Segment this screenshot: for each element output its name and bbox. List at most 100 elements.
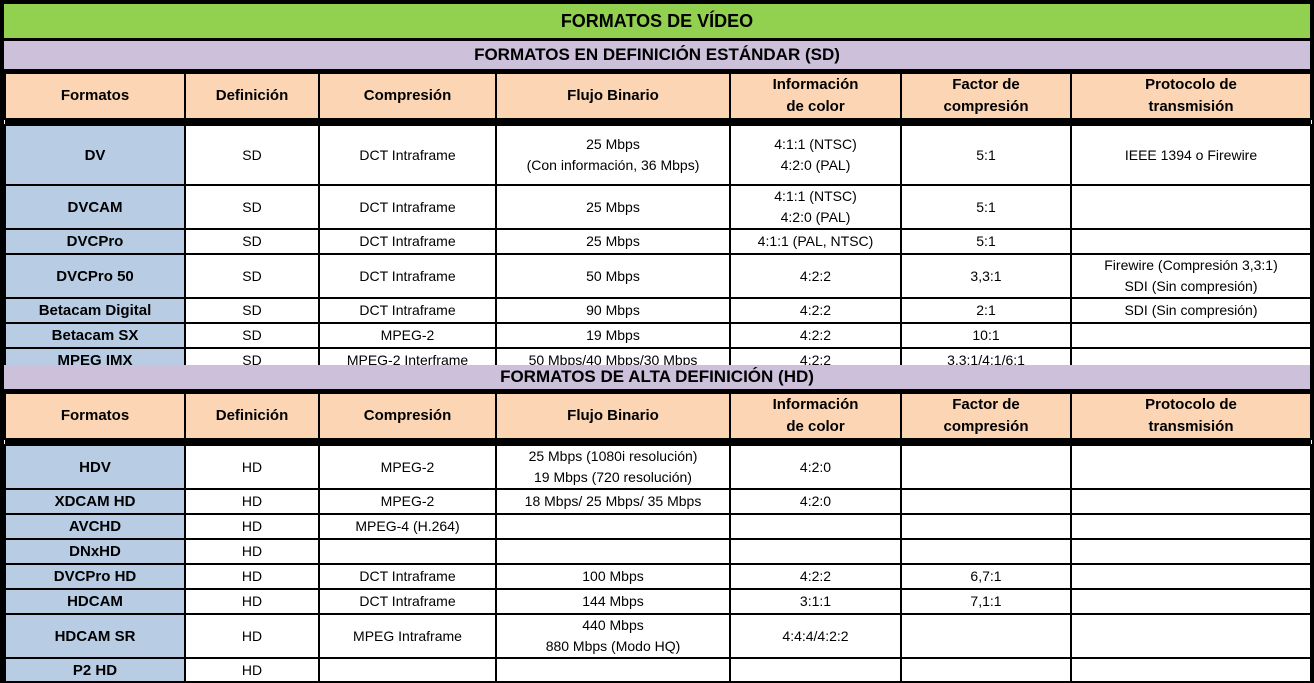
cell-flujo	[495, 513, 731, 540]
cell-compresion	[318, 538, 497, 565]
cell-definicion: HD	[184, 613, 320, 659]
cell-flujo: 18 Mbps/ 25 Mbps/ 35 Mbps	[495, 488, 731, 515]
cell-flujo: 25 Mbps (Con información, 36 Mbps)	[495, 124, 731, 186]
cell-protocolo	[1070, 444, 1312, 490]
cell-compresion: MPEG Intraframe	[318, 613, 497, 659]
col-header-formatos: Formatos	[4, 392, 186, 440]
table-row: DVCPro 50 SD DCT Intraframe 50 Mbps 4:2:2 3,3…	[4, 253, 1312, 299]
sd-section-heading: FORMATOS EN DEFINICIÓN ESTÁNDAR (SD)	[4, 41, 1310, 69]
col-header-protocolo: Protocolo de transmisión	[1070, 392, 1312, 440]
video-formats-sheet: FORMATOS DE VÍDEO FORMATOS EN DEFINICIÓN…	[4, 4, 1312, 683]
cell-color: 4:2:2	[729, 322, 902, 349]
cell-compresion: MPEG-4 (H.264)	[318, 513, 497, 540]
cell-definicion: HD	[184, 538, 320, 565]
cell-formato: XDCAM HD	[4, 488, 186, 515]
cell-factor	[900, 613, 1072, 659]
cell-protocolo: IEEE 1394 o Firewire	[1070, 124, 1312, 186]
table-row: XDCAM HD HD MPEG-2 18 Mbps/ 25 Mbps/ 35 Mbp…	[4, 488, 1312, 515]
col-header-flujo: Flujo Binario	[495, 392, 731, 440]
cell-factor	[900, 657, 1072, 683]
cell-formato: Betacam Digital	[4, 297, 186, 324]
cell-color	[729, 513, 902, 540]
cell-color: 4:4:4/4:2:2	[729, 613, 902, 659]
table-row: Betacam SX SD MPEG-2 19 Mbps 4:2:2 10:1	[4, 322, 1312, 349]
col-header-color: Información de color	[729, 392, 902, 440]
cell-definicion: HD	[184, 588, 320, 615]
col-header-compresion: Compresión	[318, 72, 497, 120]
cell-protocolo	[1070, 538, 1312, 565]
col-header-protocolo: Protocolo de transmisión	[1070, 72, 1312, 120]
cell-definicion: SD	[184, 184, 320, 230]
cell-compresion: DCT Intraframe	[318, 228, 497, 255]
cell-color: 4:2:0	[729, 488, 902, 515]
cell-protocolo	[1070, 322, 1312, 349]
cell-color: 4:1:1 (NTSC) 4:2:0 (PAL)	[729, 184, 902, 230]
cell-color: 4:1:1 (NTSC) 4:2:0 (PAL)	[729, 124, 902, 186]
col-header-factor: Factor de compresión	[900, 392, 1072, 440]
table-row: AVCHD HD MPEG-4 (H.264)	[4, 513, 1312, 540]
cell-flujo: 25 Mbps	[495, 184, 731, 230]
table-row: DNxHD HD	[4, 538, 1312, 565]
cell-definicion: HD	[184, 444, 320, 490]
cell-definicion: SD	[184, 124, 320, 186]
hd-header-row: Formatos Definición Compresión Flujo Bin…	[4, 392, 1312, 440]
cell-definicion: SD	[184, 228, 320, 255]
cell-flujo: 100 Mbps	[495, 563, 731, 590]
cell-factor	[900, 513, 1072, 540]
cell-compresion: DCT Intraframe	[318, 253, 497, 299]
cell-formato: DVCPro 50	[4, 253, 186, 299]
cell-flujo: 50 Mbps	[495, 253, 731, 299]
cell-definicion: HD	[184, 657, 320, 683]
page-title: FORMATOS DE VÍDEO	[4, 4, 1310, 38]
cell-protocolo	[1070, 513, 1312, 540]
cell-formato: HDCAM	[4, 588, 186, 615]
cell-color: 4:2:2	[729, 563, 902, 590]
cell-compresion: DCT Intraframe	[318, 184, 497, 230]
cell-formato: DVCAM	[4, 184, 186, 230]
cell-flujo: 90 Mbps	[495, 297, 731, 324]
cell-protocolo: SDI (Sin compresión)	[1070, 297, 1312, 324]
cell-definicion: HD	[184, 513, 320, 540]
cell-flujo	[495, 538, 731, 565]
cell-factor: 5:1	[900, 228, 1072, 255]
table-row: HDV HD MPEG-2 25 Mbps (1080i resolución) 19 …	[4, 444, 1312, 490]
table-row: DVCAM SD DCT Intraframe 25 Mbps 4:1:1 (NTSC)…	[4, 184, 1312, 230]
cell-protocolo	[1070, 228, 1312, 255]
cell-flujo: 19 Mbps	[495, 322, 731, 349]
cell-compresion: DCT Intraframe	[318, 297, 497, 324]
cell-formato: HDV	[4, 444, 186, 490]
cell-definicion: SD	[184, 322, 320, 349]
cell-flujo: 25 Mbps	[495, 228, 731, 255]
col-header-factor: Factor de compresión	[900, 72, 1072, 120]
cell-color: 4:2:2	[729, 297, 902, 324]
cell-factor: 5:1	[900, 184, 1072, 230]
cell-formato: DVCPro HD	[4, 563, 186, 590]
cell-protocolo	[1070, 588, 1312, 615]
cell-factor: 2:1	[900, 297, 1072, 324]
cell-formato: DV	[4, 124, 186, 186]
cell-compresion: MPEG-2	[318, 488, 497, 515]
cell-factor: 3,3:1	[900, 253, 1072, 299]
cell-factor	[900, 538, 1072, 565]
col-header-color: Información de color	[729, 72, 902, 120]
cell-formato: HDCAM SR	[4, 613, 186, 659]
cell-color: 3:1:1	[729, 588, 902, 615]
cell-protocolo: Firewire (Compresión 3,3:1) SDI (Sin comp…	[1070, 253, 1312, 299]
cell-compresion: DCT Intraframe	[318, 124, 497, 186]
col-header-formatos: Formatos	[4, 72, 186, 120]
cell-color	[729, 538, 902, 565]
cell-compresion: DCT Intraframe	[318, 563, 497, 590]
table-row: DVCPro SD DCT Intraframe 25 Mbps 4:1:1 (PAL,…	[4, 228, 1312, 255]
cell-factor	[900, 444, 1072, 490]
table-row: HDCAM HD DCT Intraframe 144 Mbps 3:1:1 7,1:1	[4, 588, 1312, 615]
cell-color: 4:2:0	[729, 444, 902, 490]
cell-compresion: DCT Intraframe	[318, 588, 497, 615]
table-row: P2 HD HD	[4, 657, 1312, 683]
cell-color: 4:2:2	[729, 253, 902, 299]
cell-formato: Betacam SX	[4, 322, 186, 349]
cell-formato: P2 HD	[4, 657, 186, 683]
sd-header-row: Formatos Definición Compresión Flujo Bin…	[4, 72, 1312, 120]
cell-protocolo	[1070, 488, 1312, 515]
cell-protocolo	[1070, 184, 1312, 230]
cell-flujo: 144 Mbps	[495, 588, 731, 615]
